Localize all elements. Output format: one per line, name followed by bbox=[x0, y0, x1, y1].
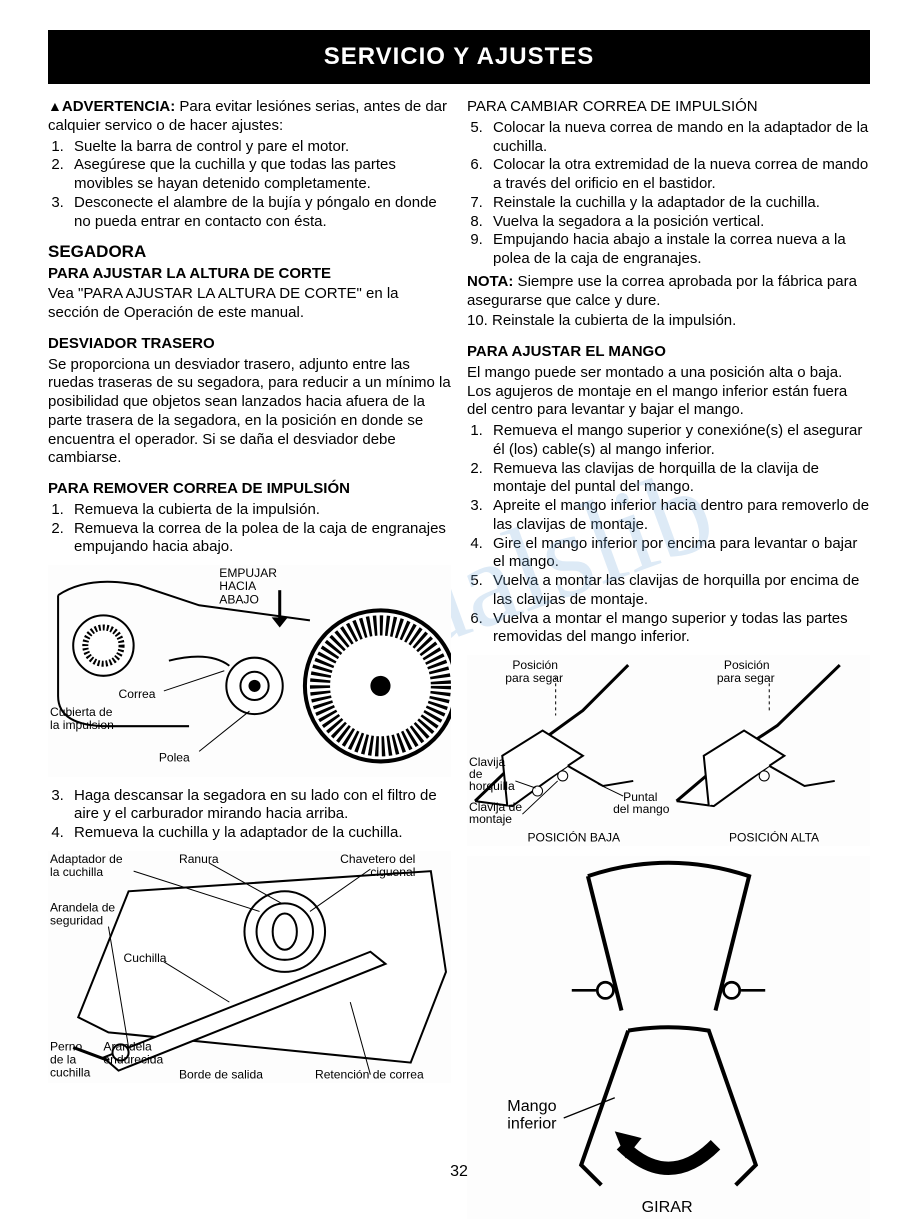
svg-text:Posición: Posición bbox=[512, 658, 558, 672]
content-columns: ADVERTENCIA: Para evitar lesiónes serias… bbox=[48, 98, 870, 1229]
desviador-text: Se proporciona un desviador trasero, adj… bbox=[48, 356, 451, 469]
nota-label: NOTA: bbox=[467, 273, 513, 290]
svg-text:POSICIÓN ALTA: POSICIÓN ALTA bbox=[729, 829, 820, 844]
list-item: Colocar la otra extremidad de la nueva c… bbox=[487, 156, 870, 194]
fig-label: EMPUJAR bbox=[219, 566, 277, 580]
remover-steps-b: Haga descansar la segadora en su lado co… bbox=[48, 787, 451, 843]
left-column: ADVERTENCIA: Para evitar lesiónes serias… bbox=[48, 98, 451, 1229]
fig-label: Ranura bbox=[179, 852, 219, 866]
list-item: Vuelva la segadora a la posición vertica… bbox=[487, 213, 870, 232]
fig-label: la impulsion bbox=[50, 718, 114, 732]
list-item: Suelte la barra de control y pare el mot… bbox=[68, 138, 451, 157]
fig-label: cuchilla bbox=[50, 1065, 91, 1079]
warning-label: ADVERTENCIA: bbox=[62, 98, 175, 115]
fig-label: HACIA bbox=[219, 579, 257, 593]
fig-label: Chavetero del bbox=[340, 852, 415, 866]
fig-label: la cuchilla bbox=[50, 865, 103, 879]
remover-steps-a: Remueva la cubierta de la impulsión. Rem… bbox=[48, 501, 451, 557]
fig-label: de la bbox=[50, 1052, 76, 1066]
svg-text:Mango: Mango bbox=[507, 1098, 556, 1116]
fig-label: ABAJO bbox=[219, 592, 259, 606]
svg-text:para segar: para segar bbox=[717, 671, 775, 685]
svg-text:del mango: del mango bbox=[613, 802, 670, 816]
list-item: Remueva la cuchilla y la adaptador de la… bbox=[68, 824, 451, 843]
svg-text:para segar: para segar bbox=[505, 671, 563, 685]
title-bar: SERVICIO Y AJUSTES bbox=[48, 30, 870, 84]
warning-steps: Suelte la barra de control y pare el mot… bbox=[48, 138, 451, 232]
nota-text: Siempre use la correa aprobada por la fá… bbox=[467, 273, 857, 309]
cambiar-steps: Colocar la nueva correa de mando en la a… bbox=[467, 119, 870, 269]
nota-paragraph: NOTA: Siempre use la correa aprobada por… bbox=[467, 273, 870, 311]
fig-label: seguridad bbox=[50, 913, 103, 927]
fig-label: Adaptador de bbox=[50, 852, 123, 866]
right-column: PARA CAMBIAR CORREA DE IMPULSIÓN Colocar… bbox=[467, 98, 870, 1229]
svg-text:Posición: Posición bbox=[724, 658, 770, 672]
list-item: Asegúrese que la cuchilla y que todas la… bbox=[68, 156, 451, 194]
list-item: Colocar la nueva correa de mando en la a… bbox=[487, 119, 870, 157]
fig-label: Retención de correa bbox=[315, 1068, 424, 1082]
fig-label: Cuchilla bbox=[124, 951, 167, 965]
svg-text:horquilla: horquilla bbox=[469, 779, 515, 793]
remover-heading: PARA REMOVER CORREA DE IMPULSIÓN bbox=[48, 480, 451, 499]
warning-triangle-icon bbox=[48, 98, 62, 115]
fig-label: ciguenal bbox=[370, 865, 415, 879]
desviador-heading: DESVIADOR TRASERO bbox=[48, 335, 451, 354]
list-item: Remueva las clavijas de horquilla de la … bbox=[487, 460, 870, 498]
fig-label: Borde de salida bbox=[179, 1068, 263, 1082]
list-item: Apreite el mango inferior hacia dentro p… bbox=[487, 497, 870, 535]
list-item: Haga descansar la segadora en su lado co… bbox=[68, 787, 451, 825]
fig-label: Arandela de bbox=[50, 900, 115, 914]
altura-text: Vea "PARA AJUSTAR LA ALTURA DE CORTE" en… bbox=[48, 285, 451, 323]
fig-label: Correa bbox=[119, 687, 156, 701]
svg-text:GIRAR: GIRAR bbox=[642, 1198, 693, 1216]
list-item: Remueva la correa de la polea de la caja… bbox=[68, 520, 451, 558]
svg-text:inferior: inferior bbox=[507, 1115, 557, 1133]
warning-paragraph: ADVERTENCIA: Para evitar lesiónes serias… bbox=[48, 98, 451, 136]
list-item: Desconecte el alambre de la bujía y pón­… bbox=[68, 194, 451, 232]
fig-label: Perno bbox=[50, 1039, 83, 1053]
cambiar-heading: PARA CAMBIAR CORREA DE IMPULSIÓN bbox=[467, 98, 870, 117]
svg-text:montaje: montaje bbox=[469, 812, 512, 826]
list-item: Empujando hacia abajo a instale la corre… bbox=[487, 231, 870, 269]
fig-label: Polea bbox=[159, 750, 190, 764]
segadora-heading: SEGADORA bbox=[48, 241, 451, 262]
figure-handle-positions: Posición para segar Posición para segar … bbox=[467, 655, 870, 846]
mango-heading: PARA AJUSTAR EL MANGO bbox=[467, 343, 870, 362]
fig-label: endurecida bbox=[103, 1052, 163, 1066]
list-item: Vuelva a montar las clavijas de horquill… bbox=[487, 572, 870, 610]
list-item: Vuelva a montar el mango superior y toda… bbox=[487, 610, 870, 648]
figure-blade: Adaptador de la cuchilla Ranura Chaveter… bbox=[48, 851, 451, 1083]
page-number: 32 bbox=[0, 1162, 918, 1182]
mango-steps: Remueva el mango superior y conexióne(s)… bbox=[467, 422, 870, 647]
altura-heading: PARA AJUSTAR LA ALTURA DE CORTE bbox=[48, 265, 451, 284]
mango-intro: El mango puede ser montado a una posició… bbox=[467, 364, 870, 420]
list-item: Reinstale la cuchilla y la adaptador de … bbox=[487, 194, 870, 213]
svg-text:POSICIÓN BAJA: POSICIÓN BAJA bbox=[527, 829, 621, 844]
list-item: Gire el mango inferior por encima para l… bbox=[487, 535, 870, 573]
list-item: Remueva la cubierta de la impulsión. bbox=[68, 501, 451, 520]
figure-belt-pulley: EMPUJAR HACIA ABAJO Correa Cubierta de l… bbox=[48, 565, 451, 777]
fig-label: Cubierta de bbox=[50, 705, 113, 719]
step-10: 10. Reinstale la cubierta de la impulsió… bbox=[467, 312, 870, 331]
list-item: Remueva el mango superior y conexióne(s)… bbox=[487, 422, 870, 460]
fig-label: Arandela bbox=[103, 1039, 152, 1053]
